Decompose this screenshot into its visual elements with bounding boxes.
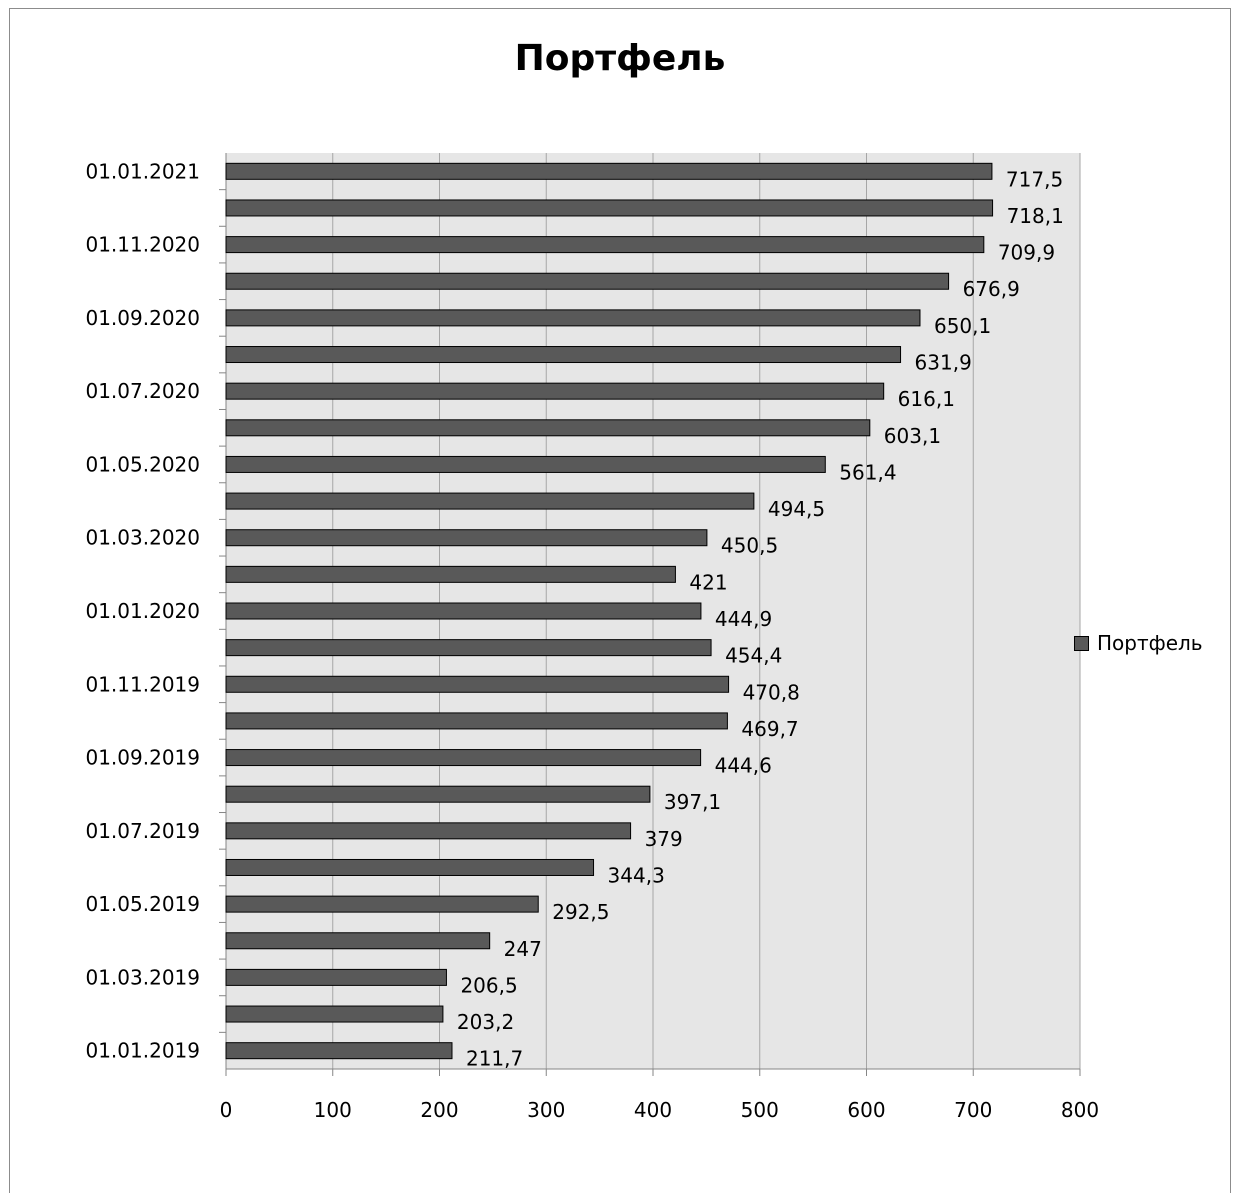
legend-swatch — [1074, 635, 1089, 651]
x-tick-label: 200 — [420, 1098, 458, 1122]
x-tick-label: 100 — [314, 1098, 352, 1122]
data-label: 444,9 — [715, 607, 772, 631]
x-tick-label: 300 — [527, 1098, 565, 1122]
bar — [225, 822, 632, 840]
data-label: 631,9 — [915, 351, 972, 375]
bar — [225, 895, 539, 913]
data-label: 603,1 — [884, 424, 941, 448]
category-label: 01.07.2019 — [85, 819, 200, 843]
data-label: 650,1 — [934, 314, 991, 338]
data-label: 247 — [504, 937, 542, 961]
bar — [225, 858, 595, 876]
bar — [225, 565, 676, 583]
bar — [225, 932, 491, 950]
bar — [225, 455, 826, 473]
x-tick-label: 400 — [634, 1098, 672, 1122]
category-label: 01.03.2020 — [85, 526, 200, 550]
data-label: 469,7 — [741, 717, 798, 741]
x-tick-label: 800 — [1061, 1098, 1099, 1122]
bar — [225, 162, 993, 180]
data-label: 454,4 — [725, 644, 782, 668]
bar — [225, 785, 651, 803]
category-label: 01.01.2021 — [85, 159, 200, 183]
bar — [225, 639, 712, 657]
bar — [225, 272, 950, 290]
bar — [225, 309, 921, 327]
bar — [225, 199, 994, 217]
bar — [225, 1042, 453, 1060]
data-label: 717,5 — [1006, 167, 1063, 191]
category-label: 01.11.2019 — [85, 672, 200, 696]
category-label: 01.09.2020 — [85, 306, 200, 330]
data-label: 718,1 — [1007, 204, 1064, 228]
data-label: 494,5 — [768, 497, 825, 521]
data-label: 292,5 — [552, 900, 609, 924]
data-label: 344,3 — [608, 863, 665, 887]
category-label: 01.05.2020 — [85, 452, 200, 476]
data-label: 421 — [689, 570, 727, 594]
legend-label: Портфель — [1097, 631, 1203, 655]
category-label: 01.01.2019 — [85, 1039, 200, 1063]
data-label: 676,9 — [963, 277, 1020, 301]
bar — [225, 529, 708, 547]
category-label: 01.01.2020 — [85, 599, 200, 623]
x-tick-label: 700 — [954, 1098, 992, 1122]
data-label: 616,1 — [898, 387, 955, 411]
x-tick-label: 0 — [220, 1098, 233, 1122]
data-label: 379 — [645, 827, 683, 851]
bar — [225, 712, 728, 730]
bar — [225, 675, 730, 693]
data-label: 206,5 — [460, 973, 517, 997]
category-label: 01.03.2019 — [85, 965, 200, 989]
bar — [225, 968, 447, 986]
x-tick-label: 500 — [741, 1098, 779, 1122]
legend: Портфель — [1074, 631, 1203, 655]
chart-title: Портфель — [514, 38, 726, 79]
bar — [225, 1005, 444, 1023]
bar — [225, 602, 702, 620]
data-label: 709,9 — [998, 241, 1055, 265]
category-label: 01.07.2020 — [85, 379, 200, 403]
bar — [225, 492, 755, 510]
bar — [225, 346, 902, 364]
data-label: 203,2 — [457, 1010, 514, 1034]
bar — [225, 749, 702, 767]
category-label: 01.09.2019 — [85, 746, 200, 770]
data-label: 561,4 — [839, 460, 896, 484]
bar — [225, 236, 985, 254]
data-label: 211,7 — [466, 1047, 523, 1071]
bar — [225, 382, 885, 400]
x-tick-label: 600 — [847, 1098, 885, 1122]
category-label: 01.05.2019 — [85, 892, 200, 916]
data-label: 450,5 — [721, 534, 778, 558]
category-label: 01.11.2020 — [85, 233, 200, 257]
data-label: 470,8 — [743, 680, 800, 704]
bar — [225, 419, 871, 437]
data-label: 444,6 — [715, 754, 772, 778]
data-label: 397,1 — [664, 790, 721, 814]
